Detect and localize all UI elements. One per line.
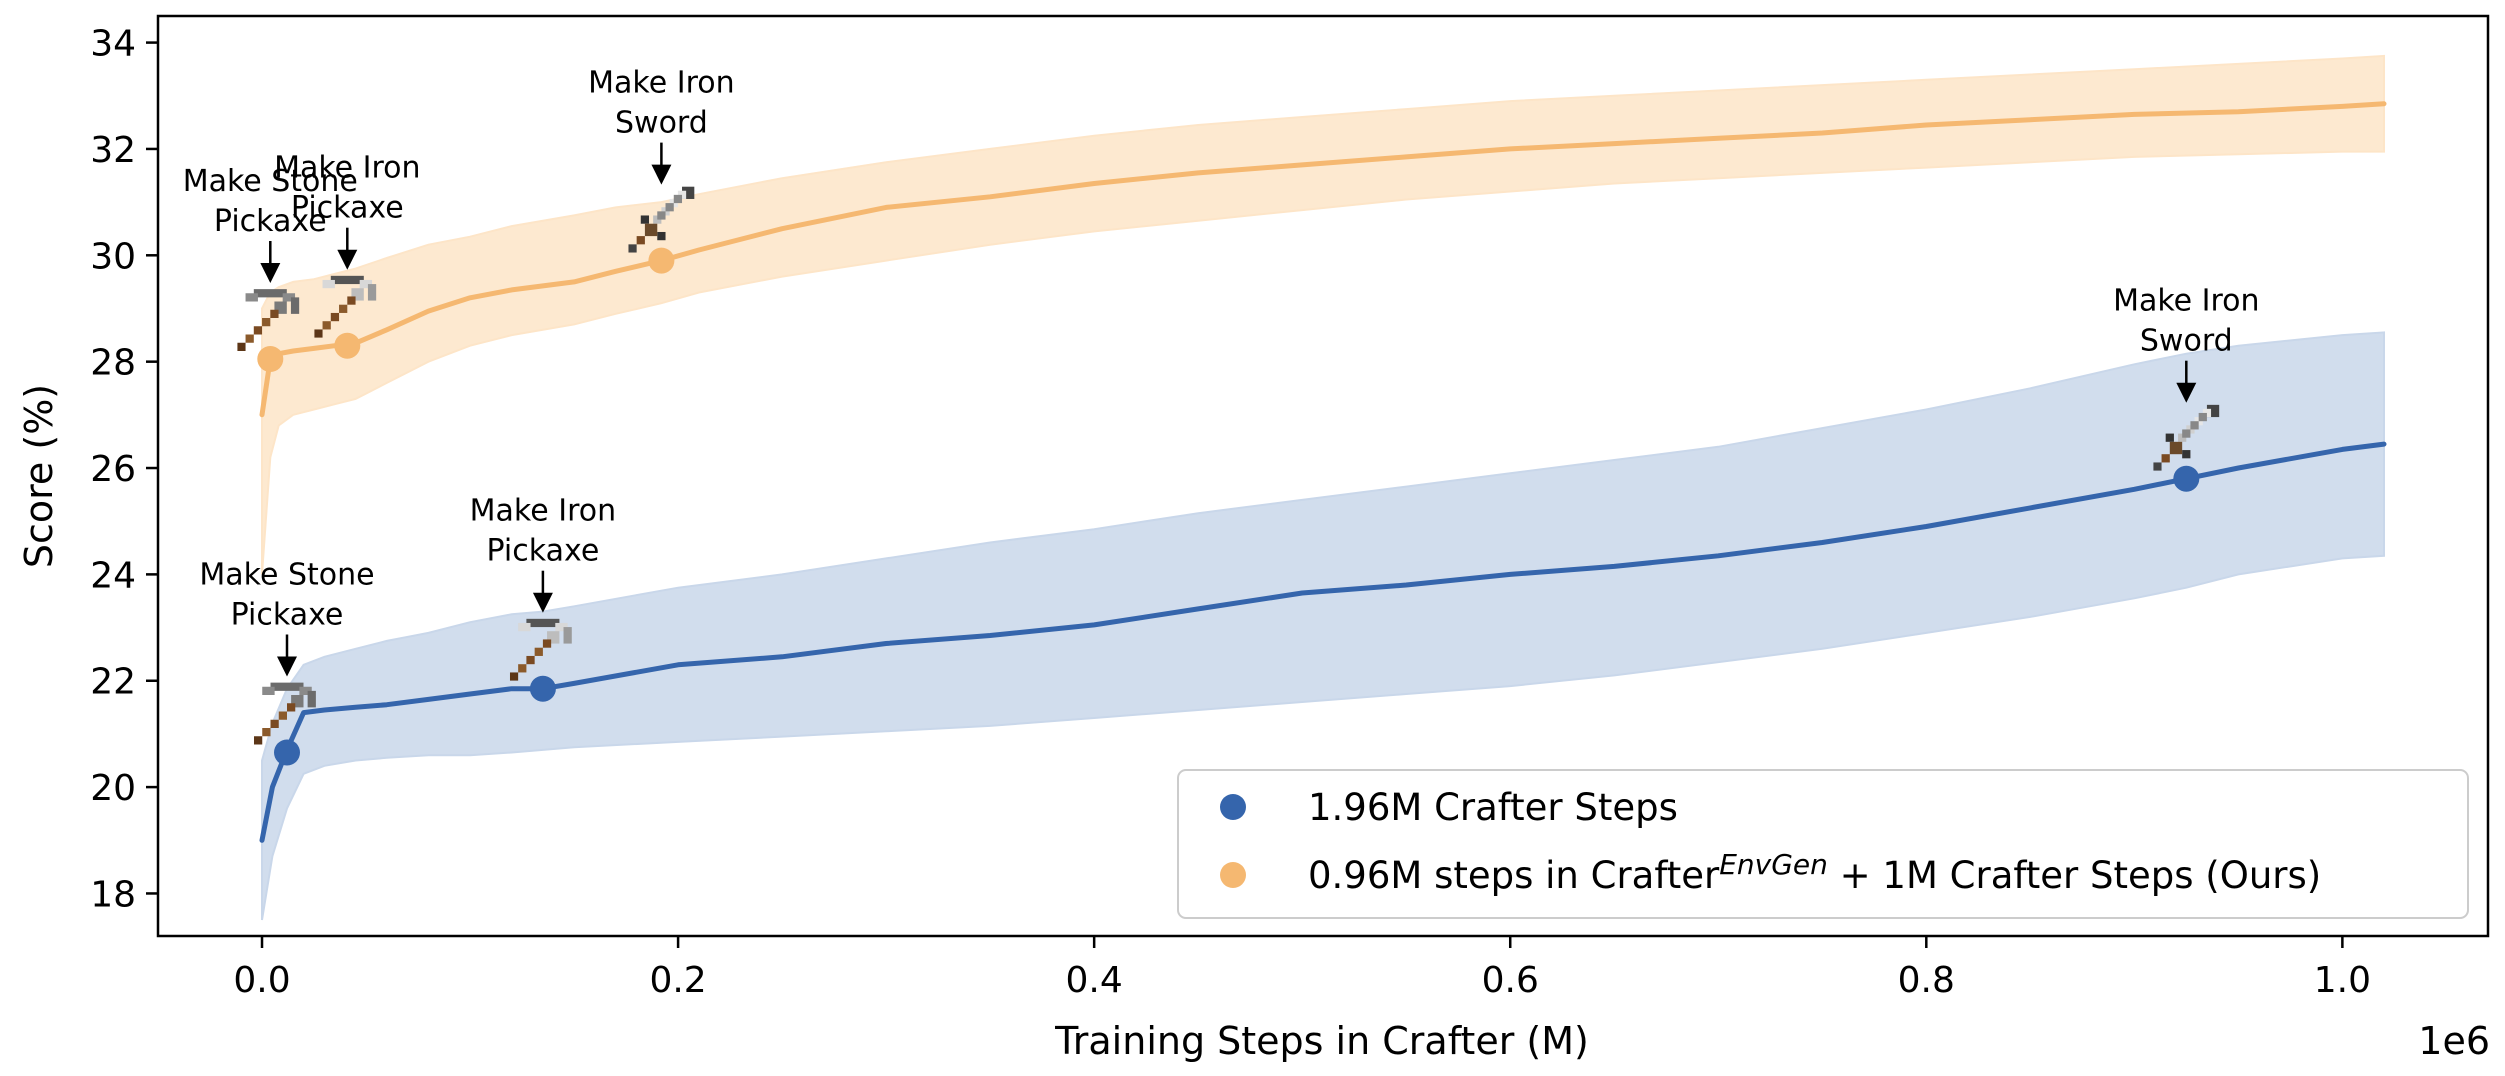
annotation-label-line: Pickaxe	[291, 191, 404, 226]
y-tick-label: 20	[90, 768, 136, 809]
series-line-0	[259, 441, 2387, 843]
confidence-band-series-0	[261, 331, 2385, 921]
milestone-point	[648, 247, 675, 274]
y-tick-label: 26	[90, 449, 136, 490]
milestone-point	[274, 739, 300, 766]
confidence-bands	[261, 54, 2385, 921]
x-axis-offset-label: 1e6	[2418, 1019, 2490, 1063]
annotation-label-line: Sword	[2140, 324, 2233, 359]
annotation-label-line: Make Iron	[588, 66, 734, 101]
x-axis-label: Training Steps in Crafter (M)	[1054, 1019, 1589, 1063]
annotation-label-line: Make Stone	[183, 164, 358, 199]
milestone-point	[2173, 465, 2200, 492]
y-tick-label: 32	[90, 130, 136, 171]
annotation-label-line: Pickaxe	[231, 598, 344, 633]
legend-box	[1177, 769, 2469, 919]
annotation-label-line: Pickaxe	[214, 204, 327, 239]
milestone-point	[257, 346, 284, 372]
y-axis: 18 20 22 24 26 28 30 32 34	[90, 24, 158, 915]
x-tick-label: 1.0	[2314, 960, 2371, 1001]
x-tick-label: 0.6	[1482, 960, 1539, 1001]
legend-marker-series-0	[1220, 794, 1246, 820]
legend: 1.96M Crafter Steps 0.96M steps in Craft…	[1177, 769, 2469, 919]
plot-area-frame	[156, 14, 2490, 938]
annotation-label-line: Make Iron	[274, 151, 420, 186]
x-tick-label: 0.8	[1898, 960, 1955, 1001]
legend-label-series-1: 0.96M steps in CrafterEnvGen + 1M Crafte…	[1308, 848, 2321, 897]
milestone-point	[334, 332, 361, 359]
legend-label-series-1-main: 0.96M steps in Crafter	[1308, 854, 1720, 897]
y-tick-label: 24	[90, 555, 136, 596]
annotation-label-line: Make Stone	[199, 558, 374, 593]
milestone-point	[529, 675, 556, 702]
annotation-label-line: Pickaxe	[487, 534, 600, 569]
y-tick-label: 28	[90, 343, 136, 384]
annotation-label-line: Sword	[615, 106, 708, 141]
confidence-band-series-1	[261, 54, 2385, 575]
annotation-label-line: Make Iron	[2113, 284, 2259, 319]
legend-label-series-1-suffix: + 1M Crafter Steps (Ours)	[1828, 854, 2321, 897]
y-tick-label: 18	[90, 874, 136, 915]
x-tick-label: 0.0	[233, 960, 290, 1001]
x-tick-label: 0.4	[1066, 960, 1123, 1001]
annotation-label-line: Make Iron	[470, 494, 616, 529]
x-axis: 0.0 0.2 0.4 0.6 0.8 1.0	[233, 936, 2371, 1001]
legend-marker-series-1	[1220, 862, 1246, 888]
legend-label-series-1-superscript: EnvGen	[1719, 848, 1828, 881]
y-tick-label: 22	[90, 662, 136, 703]
milestone-markers	[257, 247, 2200, 766]
y-axis-label: Score (%)	[17, 384, 61, 568]
x-tick-label: 0.2	[649, 960, 706, 1001]
legend-label-series-0: 1.96M Crafter Steps	[1308, 786, 1678, 829]
y-tick-label: 30	[90, 236, 136, 277]
y-tick-label: 34	[90, 24, 136, 65]
